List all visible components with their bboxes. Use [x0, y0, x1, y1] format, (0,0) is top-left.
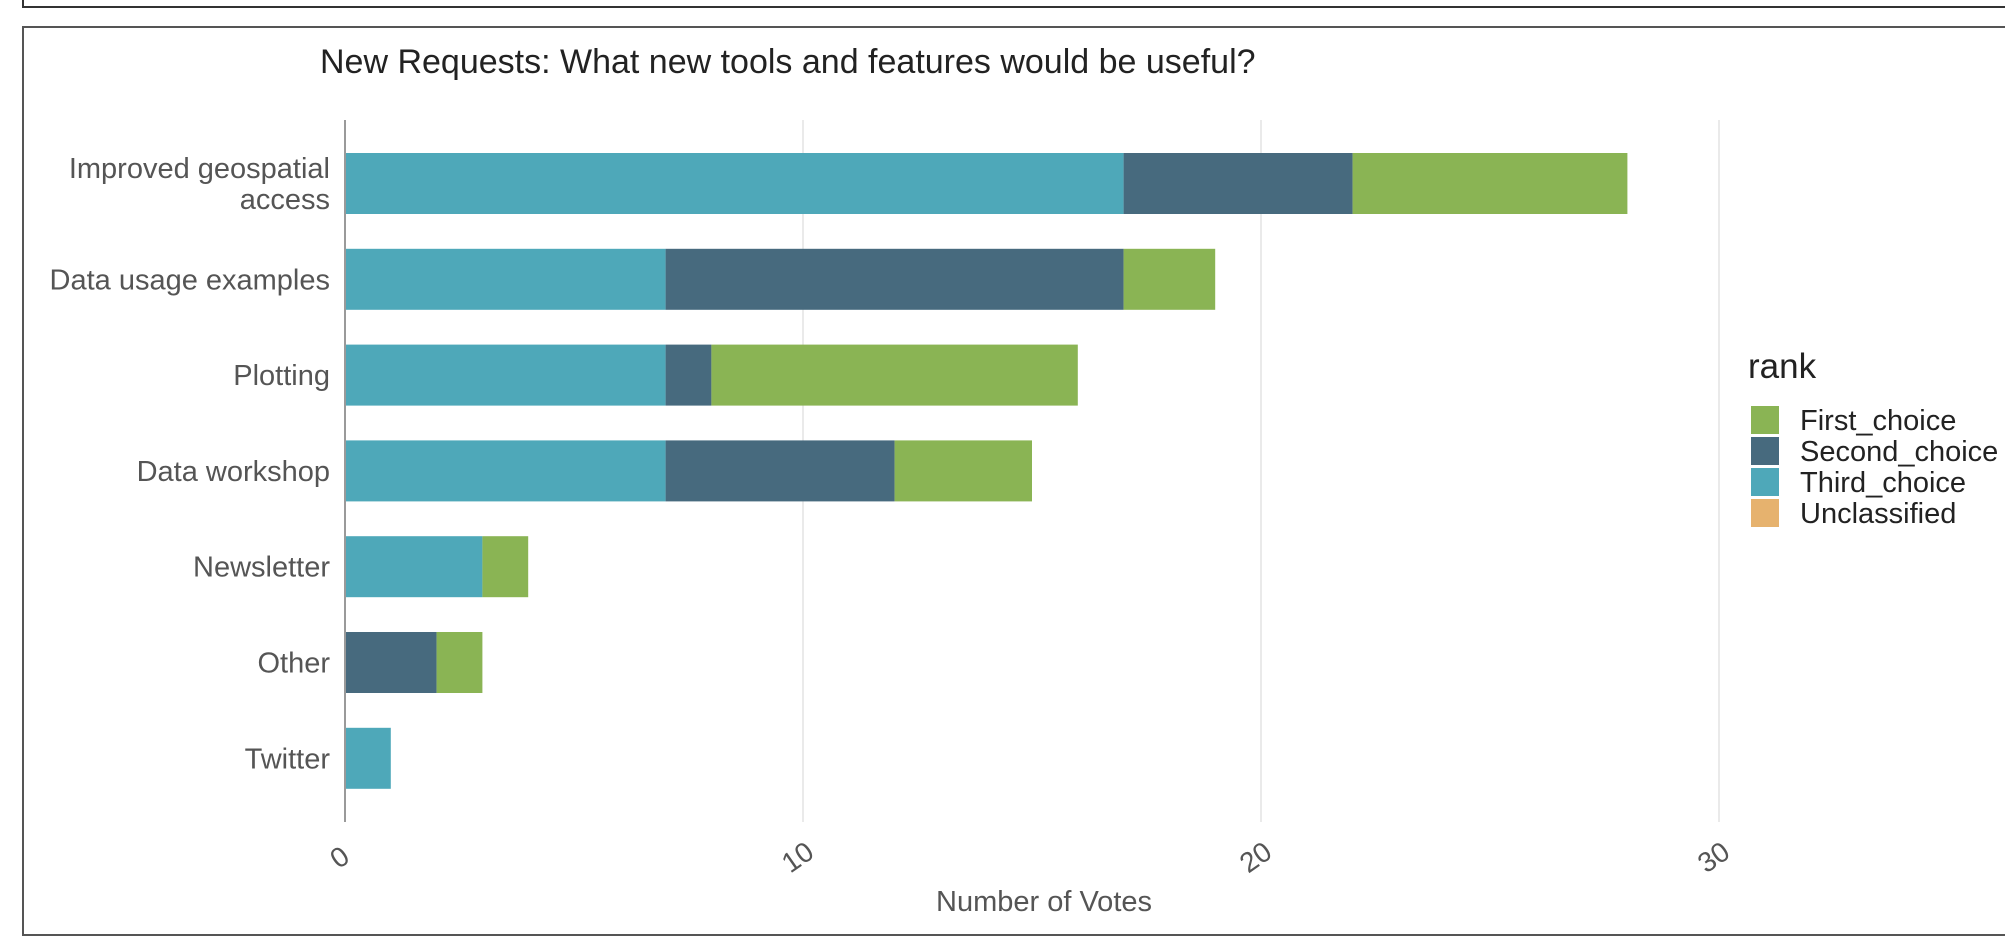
legend-swatch [1751, 468, 1779, 496]
legend: rank First_choiceSecond_choiceThird_choi… [1748, 347, 1998, 530]
legend-title: rank [1748, 347, 1817, 386]
bar-segment [665, 440, 895, 502]
x-tick-label: 30 [1692, 836, 1735, 879]
y-tick-label: Other [257, 648, 330, 680]
legend-swatch [1751, 499, 1779, 527]
bar-segment [1123, 153, 1353, 214]
bar-segment [711, 344, 1078, 406]
y-tick-label: access [240, 184, 330, 216]
x-axis-title: Number of Votes [936, 886, 1152, 918]
legend-label: Second_choice [1800, 436, 1998, 468]
bar-segment [894, 440, 1032, 502]
legend-label: Third_choice [1800, 467, 1966, 499]
chart-title: New Requests: What new tools and feature… [320, 43, 1256, 81]
y-tick-label: Plotting [233, 360, 330, 392]
bar-segment [665, 248, 1124, 310]
bar-segment [345, 536, 483, 598]
bar-segment [665, 344, 712, 406]
x-tick-label: 10 [776, 836, 819, 879]
legend-swatch [1751, 437, 1779, 465]
legend-swatch [1751, 406, 1779, 434]
y-tick-label: Newsletter [193, 552, 330, 584]
previous-panel-border [22, 0, 2005, 8]
bar-segment [345, 727, 391, 789]
bar-segment [345, 344, 666, 406]
bar-segment [482, 536, 529, 598]
x-tick-label: 20 [1234, 836, 1277, 879]
y-tick-label: Twitter [245, 743, 331, 775]
bars [345, 153, 1628, 789]
y-tick-label: Data workshop [137, 456, 330, 488]
y-tick-label: Improved geospatial [69, 153, 330, 185]
bar-segment [1123, 248, 1216, 310]
y-tick-label: Data usage examples [50, 264, 331, 296]
bar-segment [345, 153, 1124, 214]
legend-label: Unclassified [1800, 498, 1956, 530]
legend-label: First_choice [1800, 405, 1956, 437]
x-tick-label: 0 [324, 840, 355, 874]
bar-segment [345, 632, 437, 693]
bar-segment [345, 440, 666, 502]
bar-segment [345, 248, 666, 310]
bar-segment [1352, 153, 1628, 214]
bar-segment [436, 632, 483, 693]
